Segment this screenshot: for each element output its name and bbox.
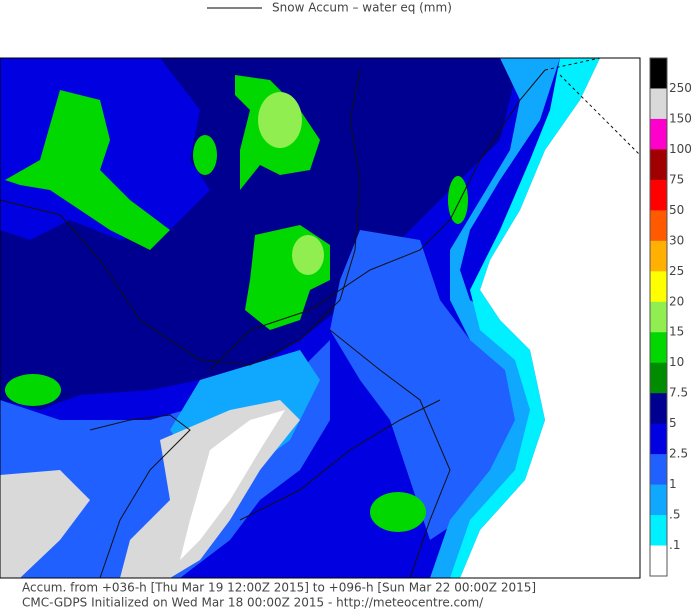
colorbar-swatch [650,271,667,303]
footer-line: CMC-GDPS Initialized on Wed Mar 18 00:00… [22,596,484,610]
border-dashed [544,57,641,156]
ocean-white [460,58,640,578]
colorbar-label: .1 [669,538,680,552]
colorbar-label: 1 [669,477,677,491]
colorbar-swatch [650,545,667,577]
colorbar-label: 100 [669,142,691,156]
green-area [193,135,217,175]
colorbar-label: 150 [669,111,691,125]
legend-label: Snow Accum – water eq (mm) [272,1,452,15]
border [239,399,441,521]
colorbar-swatch [650,118,667,150]
colorbar-label: 15 [669,325,684,339]
light-green-area [258,92,302,148]
border [209,69,546,371]
colorbar-swatch [650,515,667,547]
mid-blue-area [330,230,540,540]
colorbar-swatch [650,149,667,181]
green-area [370,492,426,532]
colorbar-swatch [650,301,667,333]
colorbar-swatch [650,58,667,89]
colorbar-swatch [650,454,667,486]
colorbar-frame [649,57,668,577]
colorbar-label: 50 [669,203,684,217]
colorbar-label: 20 [669,294,684,308]
colorbar-label: 2.5 [669,447,688,461]
colorbar-label: 7.5 [669,386,688,400]
colorbar-swatch [650,240,667,272]
colorbar-swatch [650,484,667,516]
colorbar-swatch [650,332,667,364]
colorbar: 250 150 100 75 50 30 25 20 15 10 7.5 5 2.5 1 .5 .1 [649,57,691,577]
colorbar-swatch [650,362,667,394]
gray-area [0,470,90,578]
lake [180,410,285,560]
border [0,69,361,366]
colorbar-swatch [650,210,667,242]
colorbar-label: .5 [669,508,680,522]
colorbar-swatch [650,393,667,425]
border [329,329,451,579]
colorbar-label: 10 [669,355,684,369]
map [0,57,641,579]
green-area [448,176,468,224]
colorbar-swatch [650,88,667,120]
green-area [5,90,170,250]
light-green-area [292,235,324,275]
footer-line: Accum. from +036-h [Thu Mar 19 12:00Z 20… [22,581,536,595]
colorbar-label: 25 [669,264,684,278]
colorbar-label: 75 [669,172,684,186]
cyan-area [450,58,600,578]
border [89,414,191,579]
colorbar-swatch [650,423,667,455]
colorbar-label: 30 [669,233,684,247]
colorbar-label: 5 [669,416,677,430]
green-area [5,374,61,406]
colorbar-swatch [650,179,667,211]
map-frame [0,57,641,579]
colorbar-label: 250 [669,81,691,95]
